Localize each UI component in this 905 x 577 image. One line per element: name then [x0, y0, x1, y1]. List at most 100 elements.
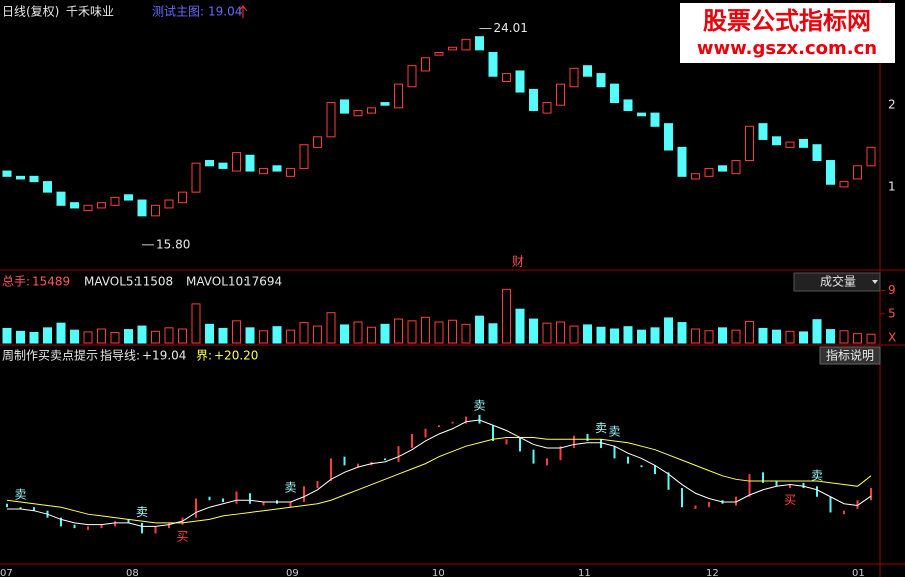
indicator-bar [492, 425, 494, 441]
volume-bar [124, 329, 133, 344]
x-tick-label: 12 [706, 568, 719, 577]
volume-bar [151, 330, 160, 344]
candle [394, 83, 403, 109]
candle [461, 38, 471, 51]
watermark-box [680, 3, 895, 63]
volume-bar [704, 330, 714, 344]
candle [286, 167, 295, 177]
candle [745, 125, 754, 162]
volume-bar [29, 332, 39, 344]
volume-bar [812, 319, 822, 344]
candle [772, 136, 781, 146]
ma5-label: MAVOL5: [84, 275, 138, 289]
x-tick-label: 07 [0, 568, 13, 577]
up-arrow [238, 5, 248, 18]
volume-button[interactable] [793, 272, 881, 292]
indicator-help-label[interactable]: 指标说明 [826, 348, 874, 363]
candle [704, 167, 714, 177]
indicator-bar [559, 446, 562, 461]
candle [137, 199, 147, 217]
volume-bar [299, 322, 309, 344]
indicator-bar [235, 491, 238, 504]
candle [259, 167, 268, 175]
indicator-bar [438, 425, 440, 428]
candle [205, 160, 214, 167]
finance-note: 财 [512, 255, 524, 269]
volume-bar [205, 323, 214, 344]
x-tick-label: 10 [432, 568, 445, 577]
volume-bar [407, 320, 417, 344]
volume-bar [542, 322, 552, 344]
indicator-bar [667, 472, 670, 490]
candle [650, 112, 660, 127]
indicator-bar [694, 505, 697, 509]
high-label: 24.01 [494, 21, 528, 35]
signal-label: 买 [784, 493, 796, 507]
indicator-bar [100, 524, 103, 529]
dropdown-icon[interactable] [872, 280, 878, 284]
candle [799, 138, 808, 148]
indicator-bar [478, 414, 481, 424]
candle [43, 181, 52, 193]
candle [583, 65, 592, 77]
indicator-bar [748, 474, 751, 497]
indicator-bar [600, 439, 602, 448]
indicator-bar [816, 486, 818, 497]
volume-bar [70, 329, 79, 344]
candle [178, 191, 187, 204]
volume-bar [691, 328, 700, 344]
candle [83, 204, 93, 212]
volume-bar [731, 329, 741, 344]
volume-bar [394, 318, 403, 344]
volume-bar [826, 329, 835, 344]
candle [245, 154, 255, 172]
candle [529, 88, 538, 111]
indicator-help-button[interactable] [819, 346, 881, 365]
indicator-bar [154, 526, 157, 534]
volume-bar [758, 327, 768, 344]
volume-bar [326, 312, 336, 344]
test-value: 19.04 [208, 5, 242, 19]
indicator-bar [33, 507, 35, 511]
indicator-bar [249, 493, 251, 504]
indicator-bar [451, 421, 454, 424]
candle [421, 57, 430, 72]
candle [488, 52, 498, 77]
candle [110, 196, 120, 206]
volume-button-label[interactable]: 成交量 [820, 274, 856, 289]
indicator-bar [735, 496, 737, 506]
stock-name: 千禾味业 [66, 5, 114, 19]
candle [272, 165, 282, 172]
indicator-bar [195, 498, 197, 518]
volume-bar [232, 320, 241, 344]
volume-bar [650, 327, 660, 344]
indicator-bar [384, 458, 386, 461]
candle [839, 181, 849, 188]
signal-label: 卖 [14, 487, 26, 501]
volume-bar [448, 319, 457, 344]
volume-bar [745, 320, 754, 344]
candle [70, 202, 79, 209]
period: 日线(复权) [2, 5, 59, 19]
volume-bar [272, 326, 282, 344]
guide-value: +19.04 [142, 349, 186, 363]
indicator-bar [829, 496, 832, 513]
indicator-bar [856, 500, 859, 509]
volume-bar [83, 331, 93, 344]
y-tick-label: 5 [888, 306, 896, 320]
indicator-bar [613, 446, 616, 459]
volume-bar [718, 327, 727, 344]
candle [367, 107, 376, 114]
indicator-bar [357, 463, 359, 468]
signal-label: 卖 [284, 480, 296, 494]
total-label: 总手: [2, 275, 30, 289]
boundary-line [6, 436, 872, 524]
volume-bar [556, 321, 565, 344]
indicator-bar [141, 522, 143, 534]
volume-bar [772, 329, 781, 344]
indicator-bar [60, 517, 62, 527]
indicator-bar [681, 488, 683, 508]
volume-bar [475, 315, 484, 344]
indicator-bar [316, 481, 319, 489]
